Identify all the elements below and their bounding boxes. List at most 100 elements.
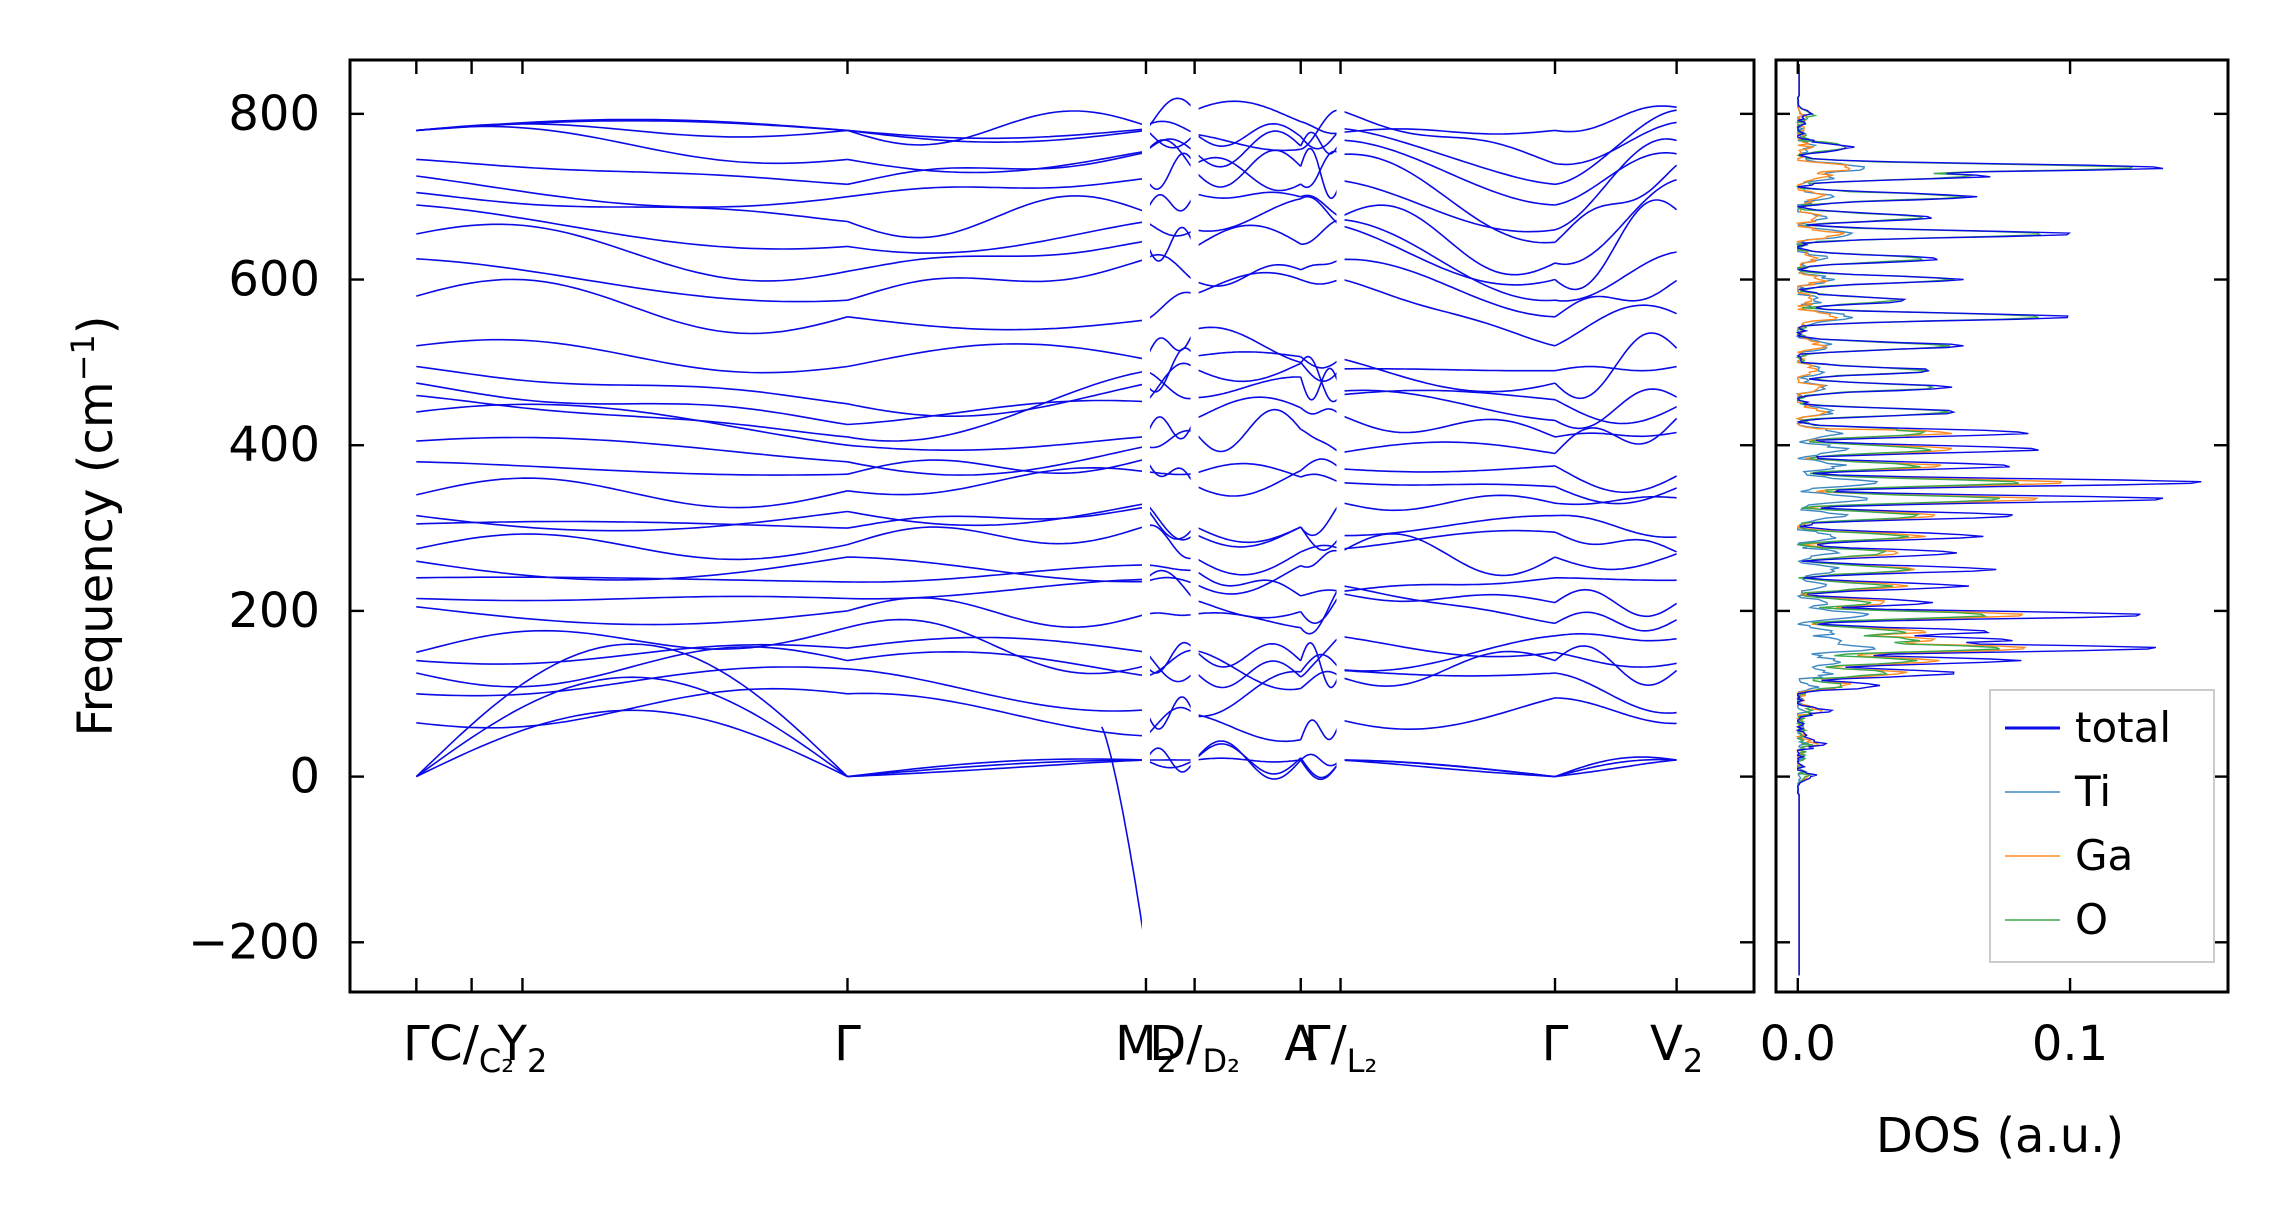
band-line [847,578,1147,600]
band-line [1554,388,1677,430]
band-line [1194,224,1302,249]
band-line [1145,139,1196,172]
band-line [416,436,848,463]
band-line [1300,526,1342,552]
band-line [1300,592,1342,624]
band-line [416,258,848,303]
band-line [1145,503,1196,541]
band-line [1554,431,1677,438]
band-line [1194,396,1302,420]
legend-label-ga: Ga [2075,831,2133,880]
dos-lines [1795,64,2202,976]
band-line [1145,576,1195,585]
band-line [416,461,848,476]
dos-x-tick-label: 0.1 [2032,1016,2108,1072]
kpoint-label: Y2 [497,1016,548,1080]
band-line [1194,130,1302,168]
band-line [1300,407,1341,416]
band-line [1145,696,1196,730]
band-line [1194,670,1301,718]
band-line [1554,756,1677,778]
band-line [416,626,848,654]
band-line [1300,109,1341,151]
band-line [1300,120,1341,135]
kpoint-label: V2 [1650,1016,1703,1080]
band-line [1145,226,1196,262]
band-line [1299,719,1342,741]
band-line [847,564,1147,583]
band-line [1194,599,1301,619]
band-line [1145,612,1195,617]
dos-x-tick-label: 0.0 [1760,1016,1836,1072]
band-line [1145,152,1196,191]
band-line [1193,408,1302,453]
band-line [1340,389,1556,422]
band-line [1194,351,1301,358]
band-line [847,466,1147,496]
band-line [1340,584,1556,625]
band-line [847,759,1147,778]
band-line [1340,367,1555,372]
legend-box [1989,689,2215,963]
band-line [847,399,1147,426]
band-line [1554,279,1678,318]
band-line [1554,465,1677,494]
band-line [1554,553,1677,571]
band-line [1145,120,1195,135]
band-line [416,477,848,509]
band-line [1194,264,1301,287]
band-line [416,403,848,446]
band-line [1554,485,1677,505]
band-line [1554,199,1678,291]
band-line [847,458,1147,475]
band-line [1554,398,1677,425]
band-line [1554,251,1677,302]
band-line [1554,365,1677,372]
band-line [416,520,848,529]
band-line [847,636,1147,653]
band-line [1145,651,1196,683]
band-line [1299,642,1342,689]
band-line [1194,198,1301,232]
band-line [1145,564,1195,572]
band-line [1194,133,1301,152]
band-line [847,150,1147,174]
kpoint-label: A [1284,1016,1317,1072]
band-y-tick-label: 400 [228,417,320,473]
band-line [847,525,1147,546]
band-line [1554,531,1677,553]
band-line [847,177,1147,198]
band-line [1554,633,1677,642]
band-line [416,646,848,688]
band-line [1100,726,1147,951]
band-line [1554,514,1677,538]
band-line [1194,326,1301,364]
band-line [1554,304,1677,347]
band-line [1554,758,1677,778]
band-line [1340,577,1556,593]
band-line [1554,109,1677,186]
band-line [1300,635,1341,678]
band-line [1145,253,1196,282]
band-y-axis-title: Frequency (cm−1) [64,315,124,736]
band-axes-frame [348,58,1756,994]
kpoint-label: Γ [834,1016,861,1072]
band-line [416,556,848,581]
kpoint-label: C/C₂ [429,1016,514,1080]
band-line [1194,469,1302,497]
band-line [416,510,848,532]
band-line [1340,224,1556,286]
band-y-ticks: −200 0 200 400 600 800 [188,86,1754,970]
band-line [1554,697,1677,725]
band-line [847,129,1147,144]
band-line [1194,740,1302,780]
band-line [1340,414,1556,438]
band-line [1194,156,1302,192]
band-line [1145,329,1196,360]
band-line [1340,592,1556,604]
band-line [1194,642,1302,668]
band-line [1340,529,1556,550]
band-line [847,258,1147,301]
